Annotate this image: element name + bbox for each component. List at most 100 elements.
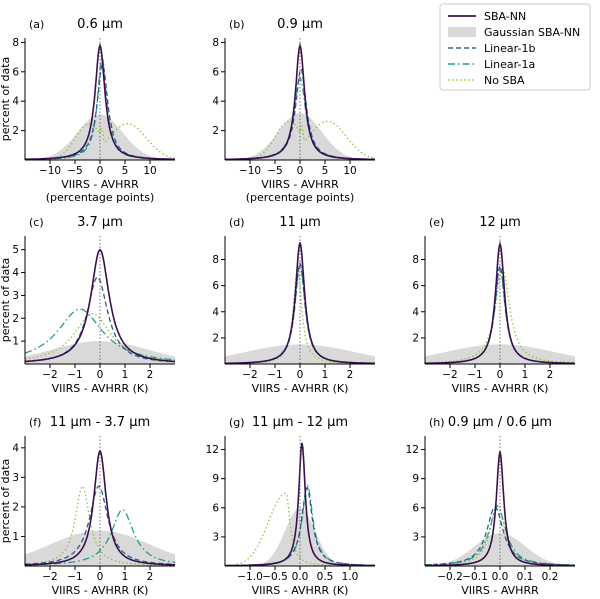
legend: SBA-NN Gaussian SBA-NN Linear-1b Linear-1a N…	[439, 3, 591, 91]
series-nosba	[24, 485, 175, 566]
y-tick-label: 6	[412, 502, 419, 514]
series-gauss	[225, 507, 375, 566]
panel-h: 0.9 μm / 0.6 μm(h) −0.2 −0.1 0.0 0.1 0.2 3 6 9 12…	[406, 415, 575, 597]
x-tick-label: 0.1	[517, 571, 534, 583]
legend-label-sba_nn: SBA-NN	[484, 10, 526, 23]
series-gauss	[425, 344, 575, 364]
x-tick-label: −10	[239, 165, 261, 177]
x-axis-label-unit: (percentage points)	[46, 191, 155, 204]
series-sba_nn	[24, 248, 176, 363]
panel-a: 0.6 μm (a) −10 −5 0 5 10 2 4 6 8 VIIRS - AVHRR(perc…	[0, 17, 176, 204]
x-tick-label: 0.5	[317, 571, 334, 583]
panel-title: 11 μm - 3.7 μm	[50, 415, 150, 430]
y-tick-label: 6	[412, 280, 419, 292]
x-tick-label: 0	[497, 369, 504, 381]
x-tick-label: 1	[122, 571, 129, 583]
y-tick-label: 6	[212, 66, 219, 78]
y-axis-label: percent of data	[0, 459, 12, 544]
panel-c: 3.7 μm (c) −2 −1 0 1 2 1 2 3 4 5 VIIRS - AVHRR (K) pe…	[0, 215, 176, 395]
x-tick-label: −2	[242, 369, 257, 381]
y-tick-label: 4	[12, 267, 19, 279]
panel-title: 0.9 μm	[277, 17, 323, 32]
y-tick-label: 4	[12, 442, 19, 454]
x-tick-label: −0.2	[437, 571, 463, 583]
panel-letter: (c)	[29, 216, 44, 229]
panel-g: 11 μm - 12 μm (g) −1.0 −0.5 0.0 0.5 1.0 3 6 9 12 VI…	[206, 415, 376, 597]
x-axis-label: VIIRS - AVHRR	[61, 178, 139, 191]
x-tick-label: −1	[67, 571, 82, 583]
y-tick-label: 4	[412, 306, 419, 318]
x-tick-label: 0	[97, 369, 104, 381]
y-axis-label: percent of data	[0, 258, 12, 343]
y-tick-label: 1	[12, 336, 19, 348]
legend-label-gauss: Gaussian SBA-NN	[484, 26, 580, 39]
legend-label-nosba: No SBA	[484, 74, 525, 87]
y-tick-label: 3	[212, 531, 219, 543]
x-tick-label: −5	[267, 165, 282, 177]
legend-frame	[439, 3, 591, 91]
y-tick-label: 8	[212, 254, 219, 266]
panel-letter: (a)	[29, 18, 44, 31]
x-tick-label: 1	[522, 369, 529, 381]
x-axis-label-unit: (percentage points)	[246, 191, 355, 204]
x-tick-label: 5	[122, 165, 129, 177]
series-sba_nn	[225, 442, 375, 567]
panel-e: 12 μm (e) −2 −1 0 1 2 2 4 6 8 VIIRS - AVHRR (K)	[412, 215, 576, 395]
panel-b: 0.9 μm (b) −10 −5 0 5 10 2 4 6 8 VIIRS - AVHRR(perc…	[212, 17, 376, 204]
y-tick-label: 2	[12, 501, 19, 513]
legend-label-lin1a: Linear-1a	[484, 58, 535, 71]
x-tick-label: −5	[67, 165, 82, 177]
x-tick-label: −1.0	[237, 571, 263, 583]
panel-title: 11 μm	[279, 215, 321, 230]
panel-f: 11 μm - 3.7 μm (f) −2 −1 0 1 2 1 2 3 4 VIIRS - AVHR…	[0, 415, 176, 597]
series-gauss	[225, 344, 375, 364]
y-tick-label: 3	[12, 472, 19, 484]
y-tick-label: 2	[412, 332, 419, 344]
y-tick-label: 2	[212, 332, 219, 344]
x-tick-label: 5	[322, 165, 329, 177]
x-tick-label: 0	[97, 571, 104, 583]
y-tick-label: 2	[212, 125, 219, 137]
y-axis-label: percent of data	[0, 57, 12, 142]
series-sba_nn	[224, 242, 376, 365]
y-tick-label: 8	[212, 37, 219, 49]
panel-letter: (e)	[429, 216, 444, 229]
panel-letter: (f)	[29, 416, 41, 429]
y-tick-label: 4	[212, 96, 219, 108]
panel-letter: (h)	[429, 416, 445, 429]
panel-title: 11 μm - 12 μm	[252, 415, 348, 430]
x-tick-label: −2	[42, 571, 57, 583]
x-axis-label: VIIRS - AVHRR (K)	[52, 382, 149, 395]
y-tick-label: 8	[412, 254, 419, 266]
y-tick-label: 3	[12, 290, 19, 302]
y-tick-label: 1	[12, 531, 19, 543]
y-tick-label: 6	[212, 280, 219, 292]
y-tick-label: 12	[206, 444, 219, 456]
panel-letter: (b)	[229, 18, 245, 31]
x-tick-label: −1	[267, 369, 282, 381]
x-axis-label: VIIRS - AVHRR	[261, 178, 339, 191]
x-tick-label: 2	[347, 369, 354, 381]
y-tick-label: 9	[412, 473, 419, 485]
x-tick-label: 10	[343, 165, 356, 177]
x-axis-label: VIIRS - AVHRR (K)	[252, 382, 349, 395]
x-axis-label: VIIRS - AVHRR	[461, 584, 539, 597]
x-tick-label: 1.0	[342, 571, 359, 583]
x-tick-label: 0	[97, 165, 104, 177]
series-lin1b	[24, 485, 175, 565]
panel-title: 12 μm	[479, 215, 521, 230]
panel-d: 11 μm (d) −2 −1 0 1 2 2 4 6 8 VIIRS - AVHRR (K)	[212, 215, 376, 395]
y-tick-label: 2	[12, 125, 19, 137]
y-tick-label: 6	[212, 502, 219, 514]
y-tick-label: 12	[406, 444, 419, 456]
x-tick-label: 0.2	[542, 571, 559, 583]
y-tick-label: 4	[12, 96, 19, 108]
x-tick-label: −1	[467, 369, 482, 381]
panel-title: 3.7 μm	[77, 215, 123, 230]
x-tick-label: 0	[297, 369, 304, 381]
legend-swatch-gauss	[448, 27, 476, 37]
y-tick-label: 6	[12, 66, 19, 78]
y-tick-label: 8	[12, 37, 19, 49]
x-tick-label: −2	[42, 369, 57, 381]
